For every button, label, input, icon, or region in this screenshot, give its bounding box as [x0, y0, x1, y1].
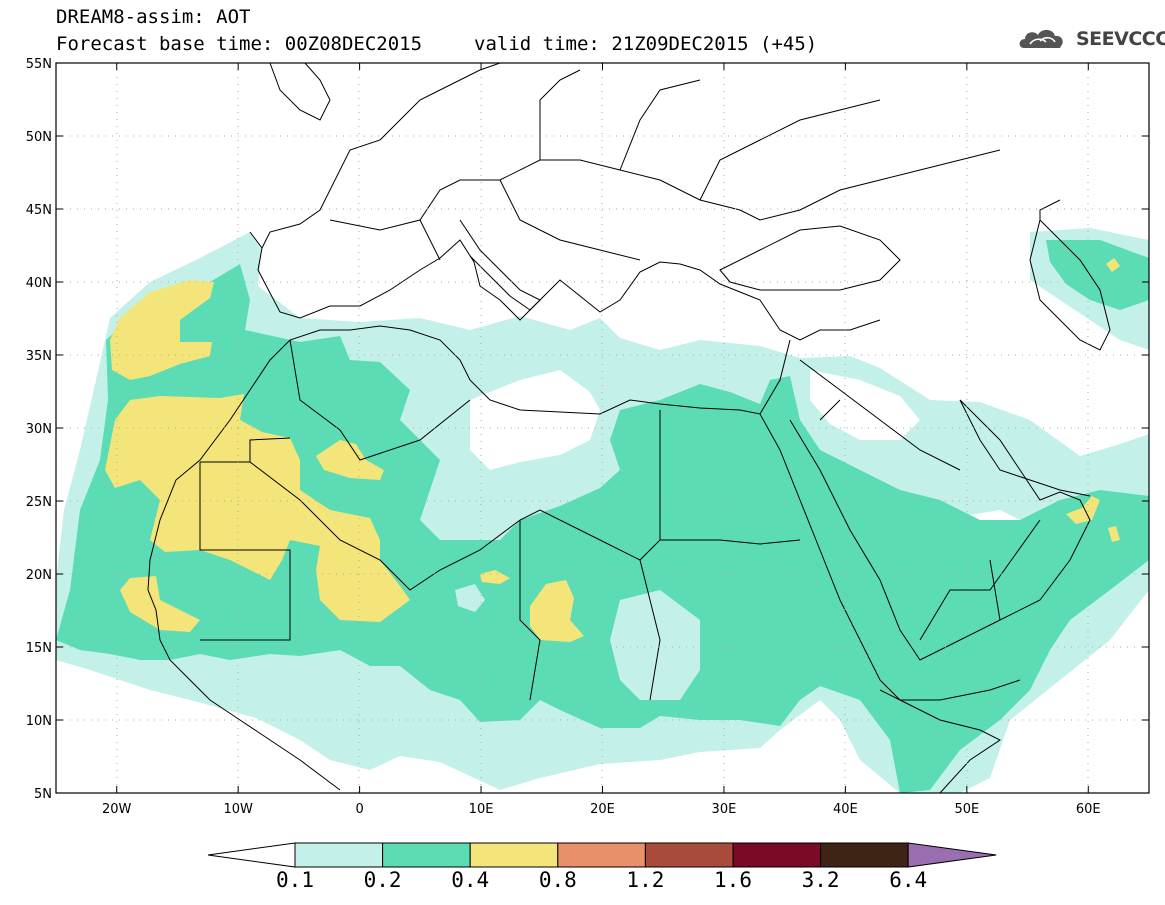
- lon-label: 40E: [833, 802, 858, 817]
- aot-mid-patch: [610, 590, 700, 700]
- valid-time: valid time: 21Z09DEC2015 (+45): [474, 33, 818, 55]
- aot-contour-0.4-libya: [316, 440, 384, 480]
- coast-italy: [459, 219, 541, 311]
- aot-contour-0.4-iberia: [110, 280, 214, 380]
- lat-label: 10N: [26, 714, 52, 729]
- colorbar-swatch: [382, 842, 471, 868]
- coast-britain: [269, 63, 331, 121]
- colorbar-level-label: 0.2: [363, 868, 402, 892]
- colorbar-level-label: 6.4: [889, 868, 928, 892]
- longitude-labels: 20W 10W 0 10E 20E 30E 40E 50E 60E: [102, 802, 1101, 817]
- coast-persian-gulf: [959, 399, 1091, 497]
- coast-north-africa: [149, 325, 791, 561]
- cloud-logo-icon: [1019, 29, 1063, 48]
- lon-label: 0: [355, 802, 363, 817]
- colorbar-level-label: 0.1: [276, 868, 314, 892]
- aot-mid-patch-3: [455, 584, 485, 612]
- lon-label: 10W: [223, 802, 253, 817]
- lon-label: 20W: [102, 802, 132, 817]
- lon-label: 30E: [712, 802, 737, 817]
- lat-label: 15N: [26, 641, 52, 656]
- lat-label: 45N: [26, 203, 52, 218]
- aot-fields: [56, 228, 1149, 793]
- lat-label: 40N: [26, 276, 52, 291]
- colorbar-level-label: 3.2: [801, 868, 840, 892]
- latitude-labels: 55N 50N 45N 40N 35N 30N 25N 20N 15N 10N 5N: [26, 57, 52, 802]
- lat-label: 5N: [34, 787, 52, 802]
- aot-low-zone-2: [810, 370, 920, 440]
- lon-label: 10E: [469, 802, 494, 817]
- aot-contour-0.4-west-africa: [120, 576, 200, 632]
- lat-label: 30N: [26, 422, 52, 437]
- lat-label: 55N: [26, 57, 52, 72]
- base-time: Forecast base time: 00Z08DEC2015: [56, 33, 423, 55]
- lat-label: 50N: [26, 130, 52, 145]
- lat-label: 20N: [26, 568, 52, 583]
- colorbar-swatch: [732, 842, 822, 868]
- lon-label: 20E: [590, 802, 615, 817]
- aot-contour-0.4-gulf: [1066, 496, 1100, 524]
- chart-title: DREAM8-assim: AOT: [56, 6, 251, 28]
- coast-west-africa: [147, 559, 341, 791]
- aot-contour-0.4-caspian: [1106, 258, 1120, 272]
- colorbar-swatch: [644, 842, 734, 868]
- aot-contour-0.4-chad: [530, 580, 584, 642]
- lat-label: 25N: [26, 495, 52, 510]
- grid: [56, 63, 1149, 793]
- coast-europe-north: [261, 63, 501, 249]
- colorbar: [207, 842, 997, 868]
- colorbar-swatch: [557, 842, 646, 868]
- coast-arabia: [789, 399, 1091, 661]
- aot-contour-0.4-niger: [480, 570, 510, 584]
- coast-caspian: [1029, 219, 1111, 351]
- aot-mid-patch-2: [300, 672, 440, 740]
- colorbar-right-arrow: [907, 842, 997, 868]
- axis-ticks: [56, 62, 1149, 794]
- border-sahara: [199, 339, 801, 701]
- aot-contour-0.4-oman: [1108, 526, 1120, 542]
- colorbar-level-label: 0.4: [451, 868, 490, 892]
- lat-label: 35N: [26, 349, 52, 364]
- coastlines: [147, 63, 1111, 793]
- aot-low-zone: [470, 370, 600, 470]
- colorbar-level-label: 0.8: [538, 868, 577, 892]
- aot-contour-0.2: [56, 264, 1149, 793]
- forecast-times: Forecast base time: 00Z08DEC2015 valid ti…: [56, 33, 817, 55]
- seevccc-logo: SEEVCCC: [1018, 24, 1165, 54]
- aot-contour-0.4-sahara: [105, 394, 410, 622]
- lon-label: 60E: [1076, 802, 1101, 817]
- colorbar-left-arrow: [207, 842, 296, 868]
- coast-red-sea: [759, 413, 1021, 701]
- logo-text: SEEVCCC: [1076, 28, 1165, 50]
- coast-horn: [879, 689, 1001, 793]
- colorbar-swatch: [469, 842, 559, 868]
- colorbar-level-label: 1.2: [626, 868, 665, 892]
- colorbar-swatch: [294, 842, 384, 868]
- border-middle-east: [799, 199, 1061, 641]
- coast-europe: [249, 231, 881, 341]
- lon-label: 50E: [954, 802, 979, 817]
- coast-black-sea: [719, 225, 901, 291]
- aot-contour-0.2-caspian: [1046, 240, 1149, 310]
- colorbar-swatch: [820, 842, 909, 868]
- border-europe: [329, 69, 1001, 261]
- colorbar-level-label: 1.6: [714, 868, 752, 892]
